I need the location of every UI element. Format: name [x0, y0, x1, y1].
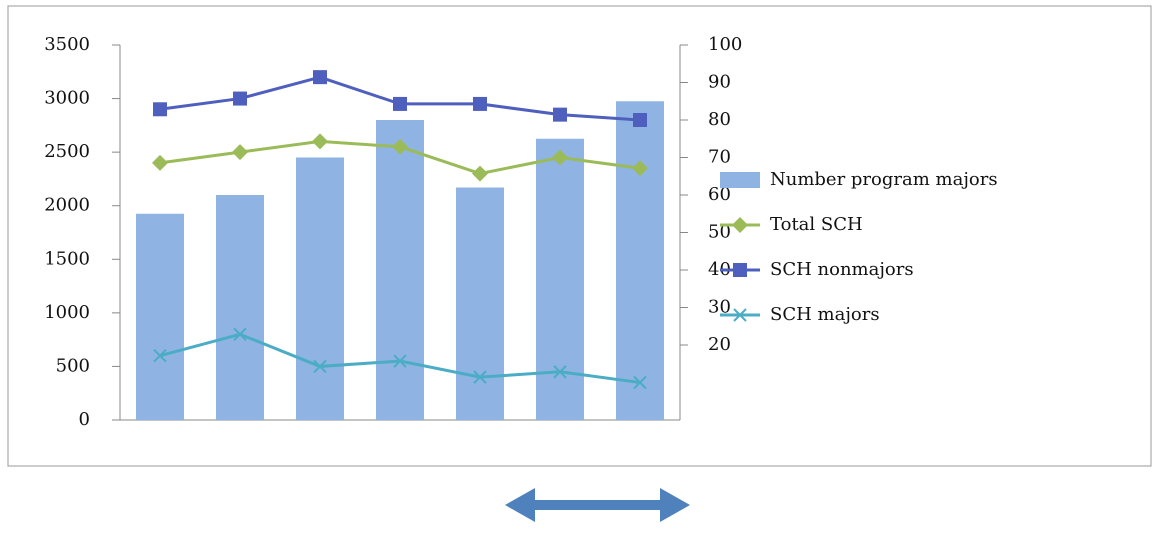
marker	[313, 70, 327, 85]
y2-tick-label: 50	[708, 222, 731, 243]
marker	[473, 96, 487, 111]
y-tick-label: 0	[79, 409, 90, 430]
scroll-arrow	[505, 488, 690, 522]
marker	[633, 113, 647, 127]
marker	[233, 327, 247, 341]
bar	[296, 157, 344, 420]
y-tick-label: 2500	[44, 141, 90, 162]
marker	[732, 217, 748, 233]
y2-tick-label: 100	[708, 34, 742, 55]
y2-tick-label: 60	[708, 184, 731, 205]
y-tick-label: 1500	[44, 248, 90, 269]
y-tick-label: 3000	[44, 88, 90, 109]
y2-tick-label: 70	[708, 147, 731, 168]
y-tick-label: 3500	[44, 34, 90, 55]
y2-tick-label: 20	[708, 334, 731, 355]
marker	[392, 138, 408, 155]
bar	[376, 120, 424, 420]
legend-label: SCH majors	[770, 304, 880, 325]
marker	[393, 354, 407, 368]
y-tick-label: 500	[56, 355, 90, 376]
marker	[153, 102, 167, 117]
y-tick-label: 2000	[44, 195, 90, 216]
marker	[153, 349, 167, 363]
marker	[232, 144, 248, 161]
marker	[473, 370, 487, 384]
marker	[553, 107, 567, 122]
marker	[233, 91, 247, 106]
bar	[136, 213, 184, 420]
legend-label: Number program majors	[770, 169, 998, 190]
marker	[393, 96, 407, 111]
y2-tick-label: 90	[708, 72, 731, 93]
marker	[312, 133, 328, 150]
chart-frame	[7, 5, 1152, 467]
marker	[733, 308, 747, 322]
legend-label: Total SCH	[770, 214, 863, 235]
marker	[553, 365, 567, 379]
marker	[552, 149, 568, 166]
y2-tick-label: 80	[708, 109, 731, 130]
y-tick-label: 1000	[44, 302, 90, 323]
legend-swatch	[720, 172, 760, 188]
bar	[456, 187, 504, 420]
marker	[733, 263, 747, 277]
marker	[472, 165, 488, 182]
marker	[632, 160, 648, 177]
marker	[313, 359, 327, 374]
marker	[152, 154, 168, 171]
bar	[536, 138, 584, 420]
y2-tick-label: 30	[708, 297, 731, 318]
y2-tick-label: 40	[708, 259, 731, 280]
bar	[216, 195, 264, 420]
legend-label: SCH nonmajors	[770, 259, 914, 280]
bar	[616, 101, 664, 420]
marker	[633, 375, 647, 390]
